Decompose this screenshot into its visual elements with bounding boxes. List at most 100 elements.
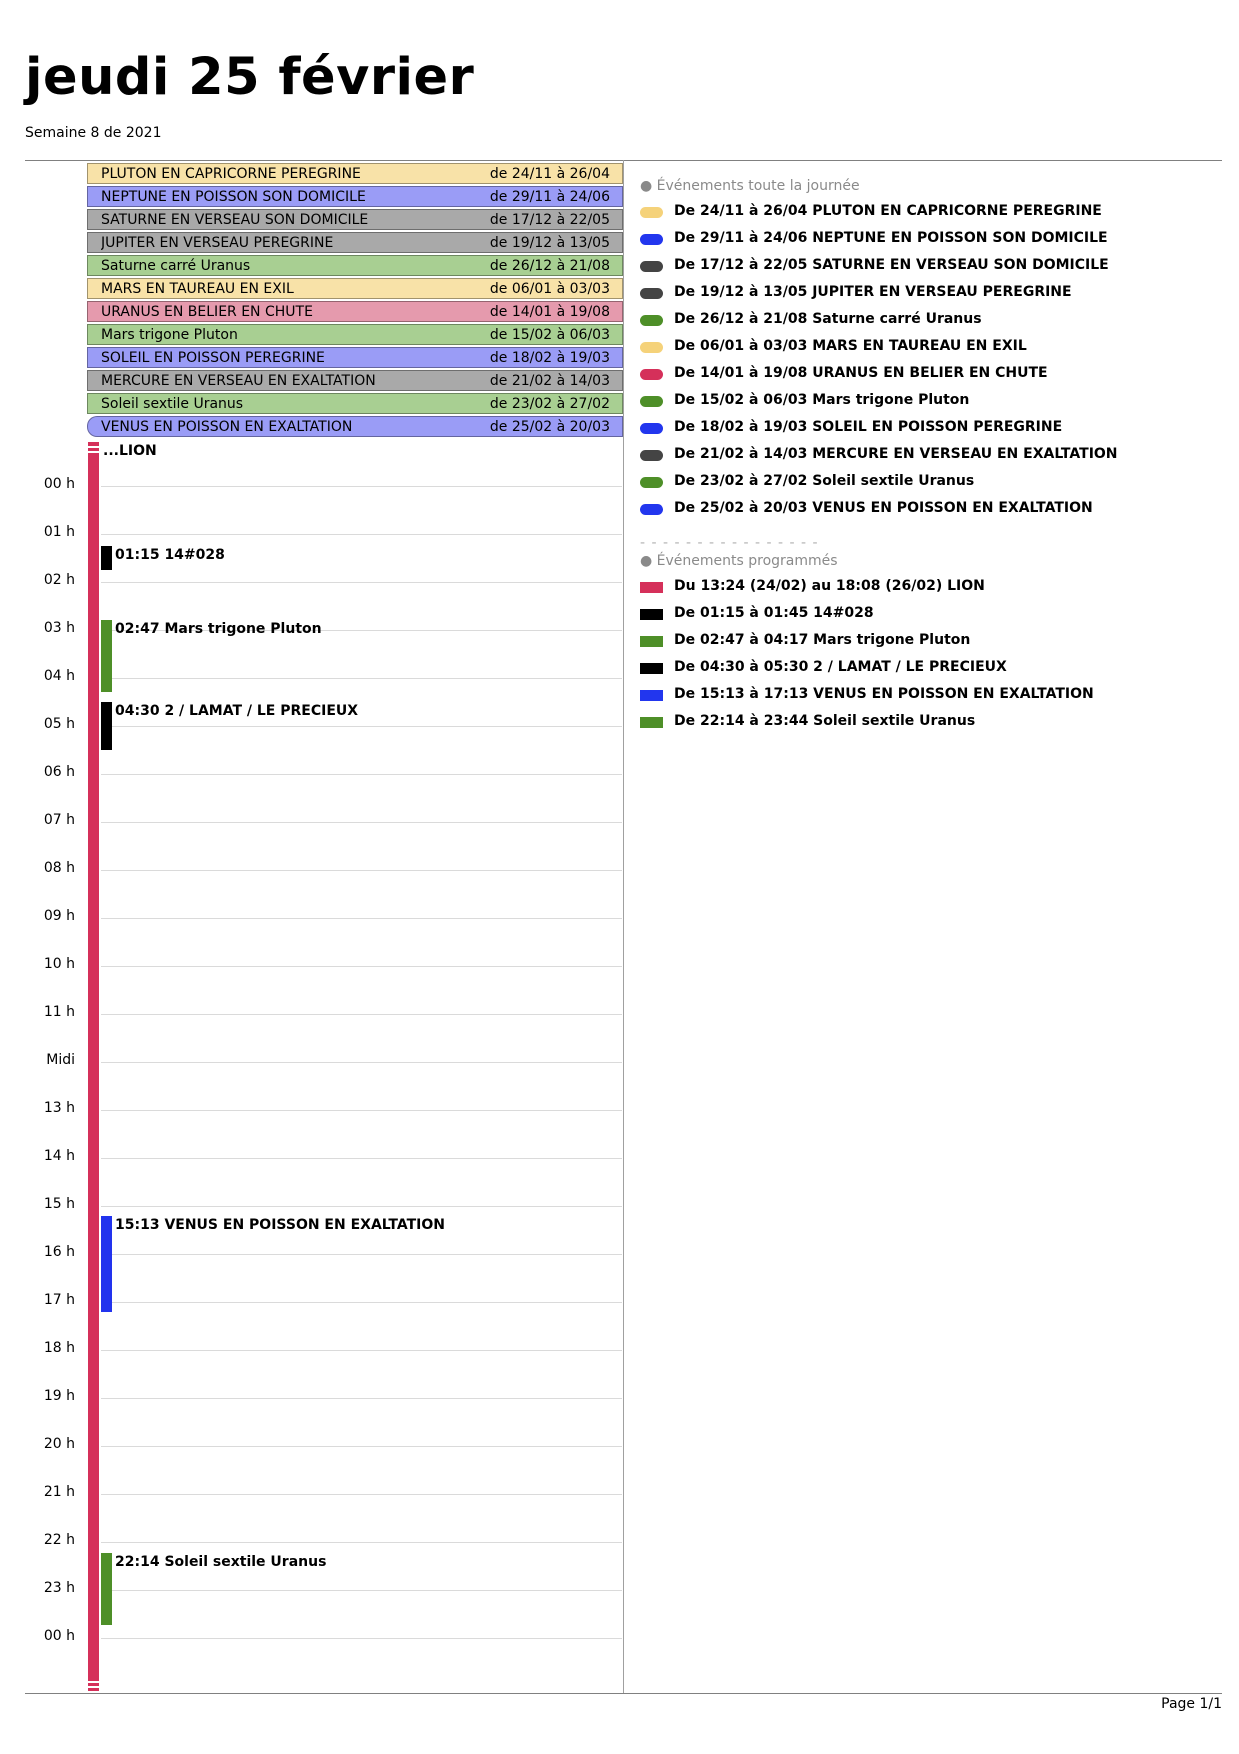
event-dates: de 23/02 à 27/02 <box>489 395 610 412</box>
hour-gridline <box>101 1110 622 1111</box>
hour-gridline <box>101 1542 622 1543</box>
timed-event-bar[interactable] <box>101 619 112 692</box>
summary-text: De 19/12 à 13/05 JUPITER EN VERSEAU PERE… <box>674 284 1072 300</box>
hour-gridline <box>101 1158 622 1159</box>
summary-text: De 04:30 à 05:30 2 / LAMAT / LE PRECIEUX <box>674 659 1007 675</box>
bottom-rule <box>25 1693 1222 1694</box>
timed-event-label[interactable]: 04:30 2 / LAMAT / LE PRECIEUX <box>115 703 359 719</box>
all-day-event[interactable]: NEPTUNE EN POISSON SON DOMICILE de 29/11 … <box>87 186 623 207</box>
event-dates: de 19/12 à 13/05 <box>489 234 610 251</box>
timed-event-bar[interactable] <box>101 1216 112 1313</box>
hour-gridline <box>101 1014 622 1015</box>
page-title: jeudi 25 février <box>25 48 475 107</box>
hour-gridline <box>101 1350 622 1351</box>
event-name: JUPITER EN VERSEAU PEREGRINE <box>101 234 334 251</box>
event-name: NEPTUNE EN POISSON SON DOMICILE <box>101 188 366 205</box>
lion-continue-marker-bottom <box>88 1686 99 1688</box>
hour-label: 04 h <box>43 668 75 684</box>
hour-label: 15 h <box>43 1196 75 1212</box>
color-swatch <box>640 207 663 218</box>
all-day-event[interactable]: PLUTON EN CAPRICORNE PEREGRINE de 24/11 à… <box>87 163 623 184</box>
timed-event-bar[interactable] <box>101 1553 112 1626</box>
timed-event-label[interactable]: 02:47 Mars trigone Pluton <box>115 620 322 637</box>
hour-label: 23 h <box>43 1580 75 1596</box>
lion-continue-marker-top <box>88 446 99 448</box>
lion-event-bar[interactable] <box>88 442 99 1691</box>
summary-text: De 17/12 à 22/05 SATURNE EN VERSEAU SON … <box>674 257 1109 273</box>
hour-gridline <box>101 1398 622 1399</box>
all-day-event[interactable]: MARS EN TAUREAU EN EXIL de 06/01 à 03/03 <box>87 278 623 299</box>
event-dates: de 26/12 à 21/08 <box>489 257 610 274</box>
hour-label: 21 h <box>43 1484 75 1500</box>
hour-gridline <box>101 678 622 679</box>
week-subtitle: Semaine 8 de 2021 <box>25 125 162 141</box>
hour-gridline <box>101 630 622 631</box>
all-day-event[interactable]: SOLEIL EN POISSON PEREGRINE de 18/02 à 19… <box>87 347 623 368</box>
hour-label: 03 h <box>43 620 75 636</box>
color-swatch <box>640 315 663 326</box>
hour-gridline <box>101 1494 622 1495</box>
all-day-event[interactable]: Saturne carré Uranus de 26/12 à 21/08 <box>87 255 623 276</box>
hour-gridline <box>101 1446 622 1447</box>
hour-label: 18 h <box>43 1340 75 1356</box>
hour-gridline <box>101 870 622 871</box>
summary-text: De 29/11 à 24/06 NEPTUNE EN POISSON SON … <box>674 230 1108 246</box>
color-swatch <box>640 690 663 701</box>
timed-event-bar[interactable] <box>101 702 112 750</box>
color-swatch <box>640 636 663 647</box>
all-day-event[interactable]: SATURNE EN VERSEAU SON DOMICILE de 17/12 … <box>87 209 623 230</box>
summary-text: De 15:13 à 17:13 VENUS EN POISSON EN EXA… <box>674 686 1094 702</box>
hour-label: 06 h <box>43 764 75 780</box>
hour-label: 20 h <box>43 1436 75 1452</box>
hour-label: 08 h <box>43 860 75 876</box>
event-name: URANUS EN BELIER EN CHUTE <box>101 303 313 320</box>
timed-event-label[interactable]: 01:15 14#028 <box>115 547 225 563</box>
all-day-event[interactable]: JUPITER EN VERSEAU PEREGRINE de 19/12 à 1… <box>87 232 623 253</box>
summary-text: De 21/02 à 14/03 MERCURE EN VERSEAU EN E… <box>674 446 1118 462</box>
event-name: SOLEIL EN POISSON PEREGRINE <box>101 349 325 366</box>
color-swatch <box>640 288 663 299</box>
timed-event-label[interactable]: 15:13 VENUS EN POISSON EN EXALTATION <box>115 1217 445 1234</box>
hour-label: 05 h <box>43 716 75 732</box>
hour-label: 11 h <box>43 1004 75 1020</box>
color-swatch <box>640 369 663 380</box>
event-dates: de 29/11 à 24/06 <box>489 188 610 205</box>
event-name: VENUS EN POISSON EN EXALTATION <box>101 418 353 435</box>
summary-text: De 02:47 à 04:17 Mars trigone Pluton <box>674 632 971 648</box>
hour-label: 19 h <box>43 1388 75 1404</box>
hour-gridline <box>101 726 622 727</box>
event-dates: de 17/12 à 22/05 <box>489 211 610 228</box>
hour-label: 09 h <box>43 908 75 924</box>
timed-event-bar[interactable] <box>101 546 112 570</box>
summary-text: De 26/12 à 21/08 Saturne carré Uranus <box>674 311 982 327</box>
event-dates: de 18/02 à 19/03 <box>489 349 610 366</box>
lion-continue-marker-top <box>88 451 99 453</box>
color-swatch <box>640 261 663 272</box>
event-name: MERCURE EN VERSEAU EN EXALTATION <box>101 372 376 389</box>
hour-label: 22 h <box>43 1532 75 1548</box>
all-day-event[interactable]: VENUS EN POISSON EN EXALTATION de 25/02 à… <box>87 416 623 437</box>
event-name: Saturne carré Uranus <box>101 257 251 274</box>
lion-continue-marker-bottom <box>88 1681 99 1683</box>
all-day-event[interactable]: URANUS EN BELIER EN CHUTE de 14/01 à 19/0… <box>87 301 623 322</box>
event-name: SATURNE EN VERSEAU SON DOMICILE <box>101 211 369 228</box>
summary-text: De 23/02 à 27/02 Soleil sextile Uranus <box>674 473 975 489</box>
all-day-event[interactable]: MERCURE EN VERSEAU EN EXALTATION de 21/02… <box>87 370 623 391</box>
hour-label: 07 h <box>43 812 75 828</box>
hour-gridline <box>101 1638 622 1639</box>
hour-gridline <box>101 486 622 487</box>
all-day-heading: ● Événements toute la journée <box>640 178 860 194</box>
hour-label: 00 h <box>43 476 75 492</box>
hour-gridline <box>101 918 622 919</box>
hour-gridline <box>101 1302 622 1303</box>
hour-gridline <box>101 534 622 535</box>
all-day-event[interactable]: Mars trigone Pluton de 15/02 à 06/03 <box>87 324 623 345</box>
page-number: Page 1/1 <box>1161 1696 1222 1712</box>
timed-event-label[interactable]: 22:14 Soleil sextile Uranus <box>115 1554 327 1571</box>
all-day-event[interactable]: Soleil sextile Uranus de 23/02 à 27/02 <box>87 393 623 414</box>
hour-gridline <box>101 582 622 583</box>
lion-event-label[interactable]: ...LION <box>103 443 157 459</box>
color-swatch <box>640 423 663 434</box>
color-swatch <box>640 663 663 674</box>
color-swatch <box>640 234 663 245</box>
